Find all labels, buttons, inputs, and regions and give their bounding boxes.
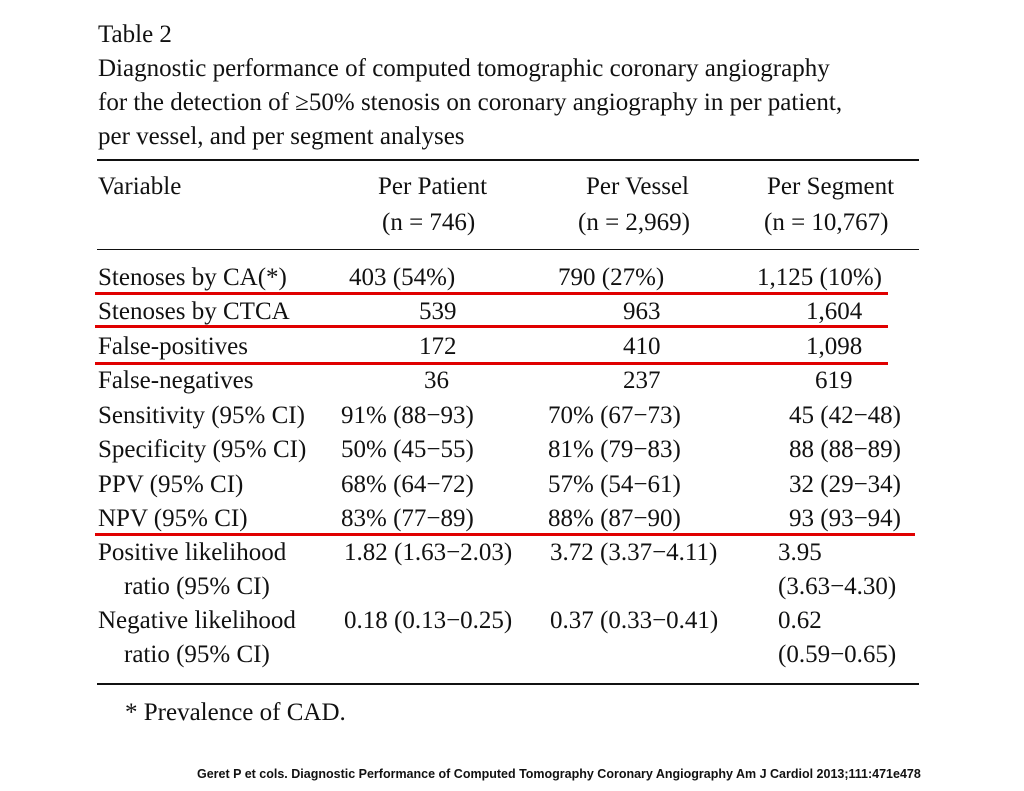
cell-per-segment: 3.95 — [778, 539, 822, 566]
cell-per-patient: 68% (64−72) — [341, 471, 474, 498]
cell-per-patient: 403 (54%) — [349, 264, 456, 291]
cell-per-segment: 93 (93−94) — [789, 505, 901, 532]
table-caption: Diagnostic performance of computed tomog… — [98, 52, 938, 154]
header-per-vessel-n: (n = 2,969) — [578, 209, 690, 236]
cell-per-vessel: 790 (27%) — [558, 264, 665, 291]
cell-per-patient: 1.82 (1.63−2.03) — [344, 539, 513, 566]
cell-per-patient: 172 — [419, 333, 457, 360]
cell-per-patient: 83% (77−89) — [341, 505, 474, 532]
red-highlight-line — [95, 292, 888, 295]
cell-per-segment: 32 (29−34) — [789, 471, 901, 498]
row-label: PPV (95% CI) — [98, 471, 244, 498]
table-label: Table 2 — [98, 21, 172, 48]
cell-per-segment-ci: (0.59−0.65) — [778, 641, 897, 668]
row-label: NPV (95% CI) — [98, 505, 248, 532]
cell-per-segment: 0.62 — [778, 607, 822, 634]
row-label: Specificity (95% CI) — [98, 436, 307, 463]
row-label-continued: ratio (95% CI) — [124, 641, 270, 668]
header-per-segment: Per Segment — [767, 173, 895, 200]
row-label: Negative likelihood — [98, 607, 296, 634]
caption-line: Diagnostic performance of computed tomog… — [98, 55, 830, 82]
cell-per-patient: 36 — [424, 367, 449, 394]
caption-line: per vessel, and per segment analyses — [98, 123, 465, 150]
cell-per-segment: 88 (88−89) — [789, 436, 901, 463]
red-highlight-line — [95, 362, 888, 365]
cell-per-segment: 1,098 — [806, 333, 863, 360]
top-rule — [97, 159, 919, 161]
cell-per-vessel: 81% (79−83) — [548, 436, 681, 463]
row-label: False-positives — [98, 333, 248, 360]
caption-line: for the detection of ≥50% stenosis on co… — [98, 89, 843, 116]
cell-per-segment: 619 — [815, 367, 853, 394]
row-label: Sensitivity (95% CI) — [98, 402, 305, 429]
cell-per-vessel: 237 — [623, 367, 661, 394]
cell-per-segment-ci: (3.63−4.30) — [778, 573, 897, 600]
red-highlight-line — [95, 533, 915, 536]
cell-per-vessel: 88% (87−90) — [548, 505, 681, 532]
header-rule — [97, 249, 919, 250]
cell-per-patient: 539 — [419, 298, 457, 325]
header-per-segment-n: (n = 10,767) — [764, 209, 889, 236]
header-per-patient-n: (n = 746) — [382, 209, 476, 236]
cell-per-vessel: 3.72 (3.37−4.11) — [550, 539, 718, 566]
cell-per-segment: 45 (42−48) — [789, 402, 901, 429]
header-per-patient: Per Patient — [378, 173, 488, 200]
cell-per-vessel: 70% (67−73) — [548, 402, 681, 429]
row-label: Stenoses by CTCA — [98, 298, 290, 325]
cell-per-vessel: 410 — [623, 333, 661, 360]
cell-per-vessel: 963 — [623, 298, 661, 325]
cell-per-patient: 50% (45−55) — [341, 436, 474, 463]
row-label: Positive likelihood — [98, 539, 287, 566]
row-label: False-negatives — [98, 367, 254, 394]
bottom-rule — [97, 683, 919, 685]
source-citation: Geret P et cols. Diagnostic Performance … — [197, 767, 921, 781]
cell-per-vessel: 57% (54−61) — [548, 471, 681, 498]
header-variable: Variable — [98, 173, 182, 200]
cell-per-patient: 91% (88−93) — [341, 402, 474, 429]
cell-per-segment: 1,125 (10%) — [757, 264, 882, 291]
header-per-vessel: Per Vessel — [586, 173, 690, 200]
red-highlight-line — [95, 325, 888, 328]
cell-per-segment: 1,604 — [806, 298, 863, 325]
table-footnote: * Prevalence of CAD. — [125, 699, 346, 726]
cell-per-vessel: 0.37 (0.33−0.41) — [550, 607, 719, 634]
row-label-continued: ratio (95% CI) — [124, 573, 270, 600]
row-label: Stenoses by CA(*) — [98, 264, 287, 291]
cell-per-patient: 0.18 (0.13−0.25) — [344, 607, 513, 634]
